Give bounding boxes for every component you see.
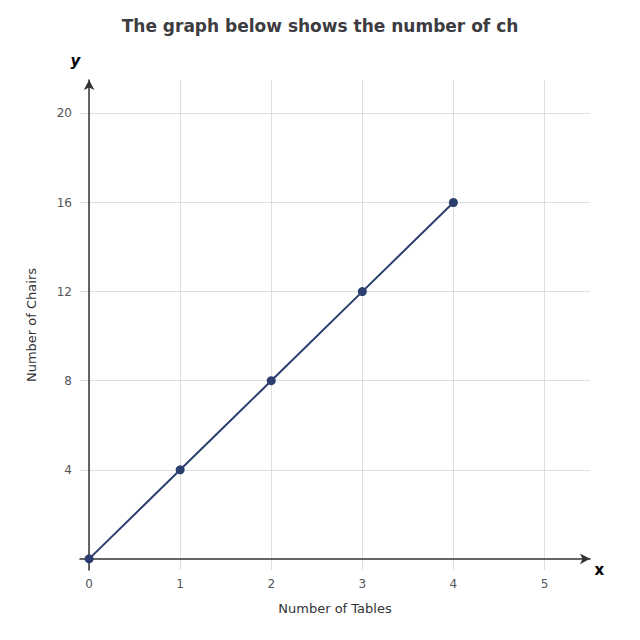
svg-text:y: y	[71, 52, 82, 70]
svg-text:0: 0	[85, 577, 93, 591]
svg-text:16: 16	[57, 196, 72, 210]
svg-text:x: x	[595, 561, 605, 579]
svg-text:12: 12	[57, 285, 72, 299]
svg-text:5: 5	[541, 577, 549, 591]
svg-text:4: 4	[450, 577, 458, 591]
svg-text:1: 1	[176, 577, 184, 591]
svg-text:4: 4	[64, 463, 72, 477]
svg-text:The graph below shows the numb: The graph below shows the number of ch	[122, 16, 519, 36]
svg-text:3: 3	[359, 577, 367, 591]
svg-text:2: 2	[267, 577, 275, 591]
svg-text:8: 8	[64, 374, 72, 388]
svg-text:Number of Chairs: Number of Chairs	[24, 268, 39, 382]
svg-text:20: 20	[57, 106, 72, 120]
svg-text:Number of Tables: Number of Tables	[278, 601, 392, 616]
